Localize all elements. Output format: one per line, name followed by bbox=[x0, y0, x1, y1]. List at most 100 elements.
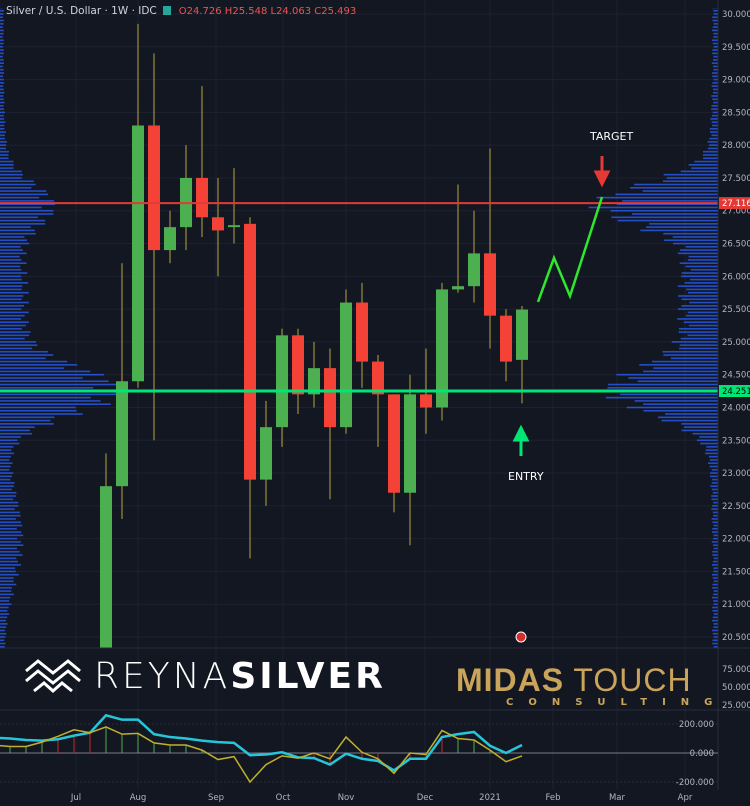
volume-profile-bar-right bbox=[713, 3, 718, 5]
oscillator-tick: -200.000 bbox=[676, 778, 714, 788]
volume-profile-bar-right bbox=[679, 249, 718, 251]
volume-profile-bar-right bbox=[687, 291, 718, 294]
volume-profile-bar-right bbox=[699, 436, 718, 438]
volume-profile-bar-left bbox=[0, 442, 20, 445]
volume-profile-bar-right bbox=[679, 344, 718, 346]
volume-profile-bar-left bbox=[0, 219, 46, 222]
volume-profile-bar-right bbox=[685, 314, 718, 317]
volume-profile-bar-right bbox=[708, 455, 718, 458]
volume-profile-bar-right bbox=[712, 42, 718, 45]
volume-profile-bar-left bbox=[0, 196, 40, 199]
volume-profile-bar-left bbox=[0, 485, 14, 487]
volume-profile-bar-left bbox=[0, 554, 23, 556]
oscillator-tick: 200.000 bbox=[679, 720, 714, 730]
volume-profile-bar-left bbox=[0, 39, 4, 42]
plot-area bbox=[0, 3, 718, 648]
volume-profile-bar-left bbox=[0, 65, 3, 68]
volume-profile-bar-right bbox=[685, 246, 718, 248]
volume-profile-bar-left bbox=[0, 462, 13, 465]
volume-profile-bar-left bbox=[0, 429, 30, 432]
price-tick-label: 26.500 bbox=[722, 240, 750, 250]
volume-profile-bar-right bbox=[711, 518, 718, 520]
volume-profile-bar-right bbox=[646, 226, 718, 228]
volume-profile-bar-right bbox=[711, 134, 718, 137]
volume-profile-bar-left bbox=[0, 511, 20, 514]
volume-profile-bar-right bbox=[664, 239, 718, 242]
volume-profile-bar-left bbox=[0, 121, 6, 124]
volume-profile-bar-right bbox=[712, 639, 718, 642]
volume-profile-bar-left bbox=[0, 91, 5, 94]
volume-profile-bar-left bbox=[0, 278, 22, 281]
middle-panel-tick: 25.000 bbox=[722, 701, 750, 711]
volume-profile-bar-right bbox=[673, 242, 718, 245]
volume-profile-bar-right bbox=[617, 219, 718, 222]
touch-word: TOUCH bbox=[573, 662, 692, 698]
volume-profile-bar-right bbox=[711, 62, 718, 64]
volume-profile-bar-left bbox=[0, 573, 19, 576]
volume-profile-bar-right bbox=[694, 160, 718, 163]
volume-profile-bar-left bbox=[0, 396, 91, 399]
candle-down bbox=[484, 253, 496, 316]
volume-profile-bar-left bbox=[0, 623, 8, 625]
candle-up bbox=[228, 225, 240, 228]
volume-profile-bar-right bbox=[663, 232, 718, 235]
volume-profile-bar-right bbox=[662, 180, 718, 183]
chart-header: Silver / U.S. Dollar · 1W · IDC O24.726 H… bbox=[6, 5, 356, 17]
volume-profile-bar-right bbox=[711, 508, 718, 510]
volume-profile-bar-right bbox=[639, 364, 718, 366]
volume-profile-bar-right bbox=[709, 144, 718, 146]
volume-profile-bar-left bbox=[0, 387, 94, 389]
volume-profile-bar-right bbox=[712, 606, 718, 609]
volume-profile-bar-right bbox=[677, 308, 718, 310]
event-flag-icon bbox=[515, 631, 527, 643]
volume-profile-bar-right bbox=[622, 200, 718, 202]
volume-profile-bar-right bbox=[689, 278, 718, 281]
middle-panel-tick: 50.000 bbox=[722, 683, 750, 693]
volume-profile-bar-right bbox=[712, 511, 718, 514]
time-tick-label: Nov bbox=[338, 793, 355, 803]
candle-down bbox=[372, 361, 384, 395]
volume-profile-bar-left bbox=[0, 272, 28, 274]
candle-up bbox=[340, 302, 352, 428]
volume-profile-bar-right bbox=[677, 285, 718, 287]
candle-down bbox=[500, 315, 512, 362]
volume-profile-bar-left bbox=[0, 646, 5, 648]
volume-profile-bar-right bbox=[615, 193, 718, 196]
price-tick-label: 26.000 bbox=[722, 272, 750, 282]
volume-profile-bar-right bbox=[713, 101, 718, 104]
price-tick-label: 30.000 bbox=[722, 10, 750, 20]
volume-profile-bar-left bbox=[0, 449, 12, 451]
volume-profile-bar-left bbox=[0, 295, 24, 297]
volume-profile-bar-right bbox=[616, 203, 718, 205]
volume-profile-bar-left bbox=[0, 350, 48, 353]
volume-profile-bar-right bbox=[712, 642, 718, 645]
volume-profile-bar-left bbox=[0, 154, 9, 156]
volume-profile-bar-left bbox=[0, 344, 38, 346]
candle-up bbox=[260, 427, 272, 480]
volume-profile-bar-left bbox=[0, 111, 5, 114]
volume-profile-bar-right bbox=[665, 413, 718, 415]
volume-profile-bar-right bbox=[662, 350, 718, 353]
volume-profile-bar-right bbox=[690, 268, 718, 271]
volume-profile-bar-right bbox=[677, 252, 718, 255]
volume-profile-bar-left bbox=[0, 327, 22, 330]
volume-profile-bar-right bbox=[712, 609, 718, 612]
volume-profile-bar-left bbox=[0, 45, 3, 48]
volume-profile-bar-right bbox=[712, 26, 718, 28]
volume-profile-bar-left bbox=[0, 59, 4, 61]
volume-profile-bar-left bbox=[0, 246, 21, 248]
volume-profile-bar-right bbox=[712, 111, 718, 114]
volume-profile-bar-left bbox=[0, 459, 10, 461]
volume-profile-bar-left bbox=[0, 583, 17, 586]
candle-up bbox=[116, 381, 128, 487]
oscillator-tick: 0.000 bbox=[690, 749, 714, 759]
volume-profile-bar-right bbox=[709, 127, 718, 130]
volume-profile-bar-right bbox=[712, 577, 718, 579]
volume-profile-bar-left bbox=[0, 114, 4, 117]
volume-profile-bar-right bbox=[651, 360, 718, 363]
volume-profile-bar-right bbox=[713, 557, 718, 560]
volume-profile-bar-right bbox=[608, 383, 718, 386]
midas-word: MIDAS bbox=[456, 662, 565, 698]
price-badge bbox=[719, 197, 750, 210]
